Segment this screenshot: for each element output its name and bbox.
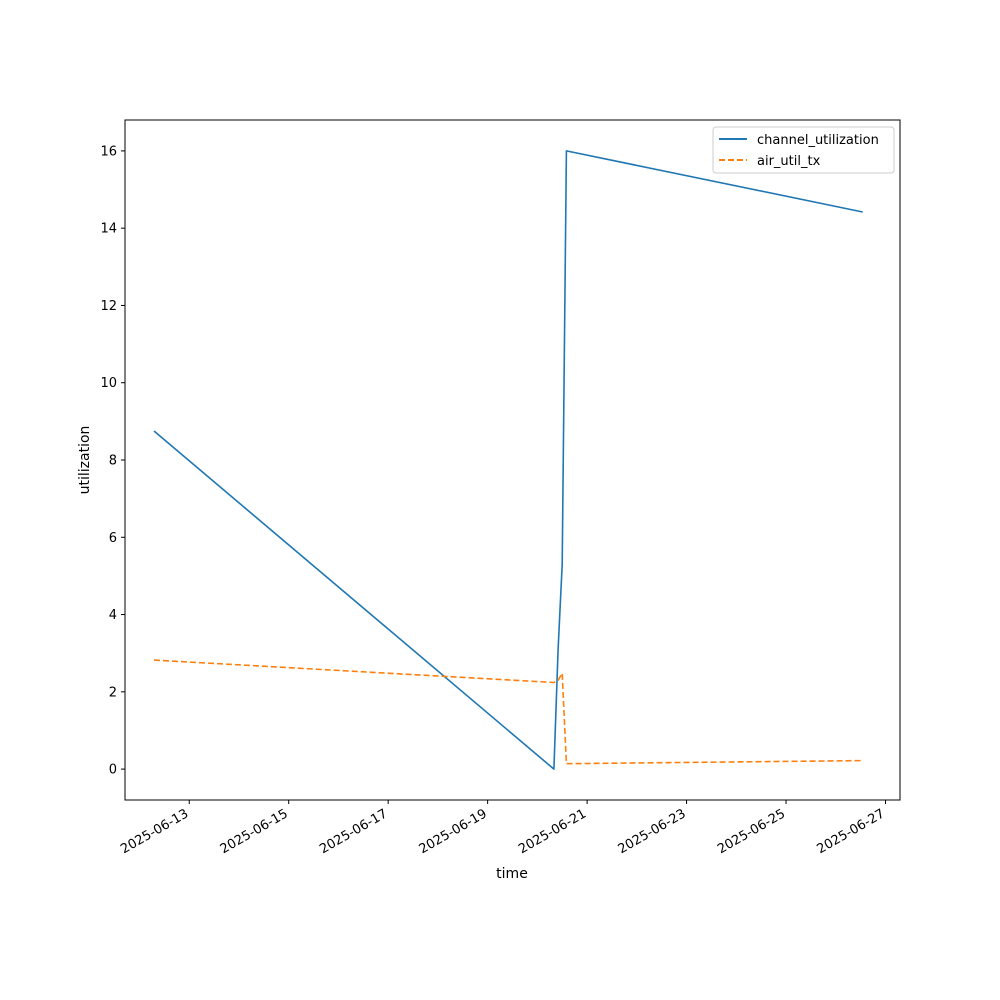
y-axis: 0 2 4 6 8 10 12 14 16 [100, 144, 125, 778]
y-tick-label: 10 [100, 376, 117, 391]
x-axis-label: time [496, 866, 528, 882]
series-layer [153, 150, 863, 770]
y-tick-label: 12 [100, 299, 117, 314]
series-line-air-util-tx [153, 659, 863, 765]
y-tick-label: 4 [109, 608, 117, 623]
y-axis-label: utilization [77, 426, 93, 495]
y-tick-label: 16 [100, 144, 117, 159]
y-tick-label: 14 [100, 222, 117, 237]
y-tick-label: 8 [109, 454, 117, 469]
y-tick-label: 0 [109, 763, 117, 778]
series-line-channel-utilization [153, 150, 863, 770]
legend: channel_utilization air_util_tx [712, 126, 895, 174]
legend-box [712, 126, 895, 174]
y-tick-label: 6 [109, 531, 117, 546]
y-tick-label: 2 [109, 685, 117, 700]
legend-label-channel-utilization: channel_utilization [757, 133, 879, 148]
legend-label-air-util-tx: air_util_tx [757, 154, 821, 169]
